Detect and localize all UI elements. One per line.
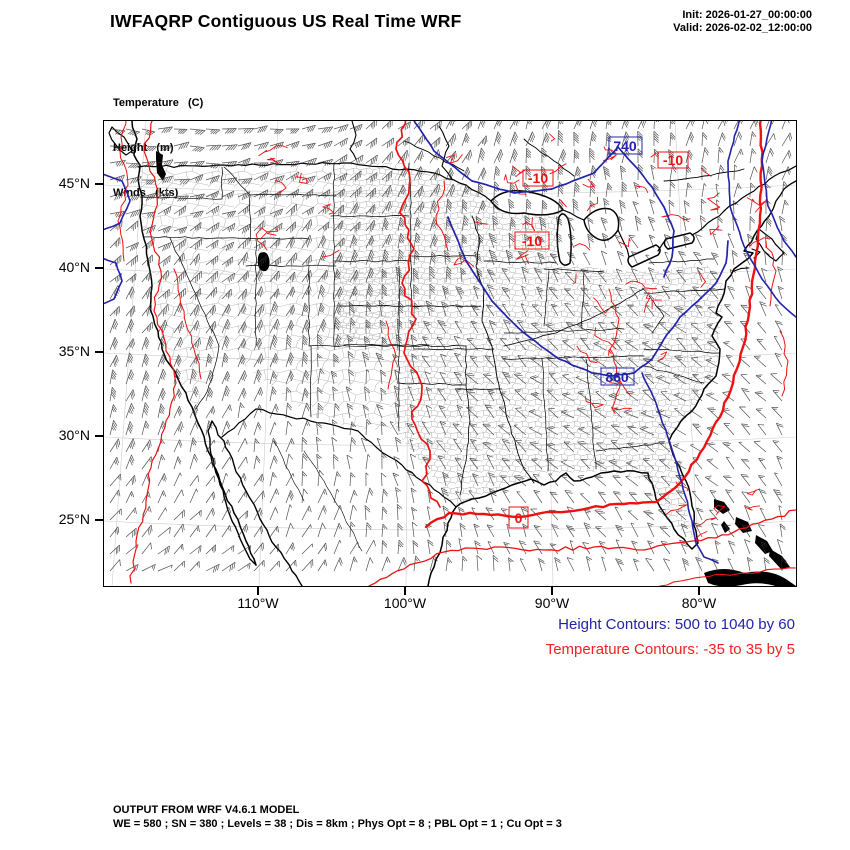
- legend-temperature: Temperature (C): [113, 97, 204, 109]
- temp-contour-label: 0: [515, 510, 523, 526]
- height-label-box: [608, 136, 643, 155]
- lon-tick: [698, 586, 700, 595]
- temp-label-box: [522, 169, 554, 187]
- temp-contour-label: -10: [663, 152, 683, 168]
- timestamp-block: Init: 2026-01-27_00:00:00 Valid: 2026-02…: [673, 9, 812, 35]
- temp-contour-label: -10: [528, 170, 548, 186]
- weather-map: 740 860 -10 -10 -10 0: [99, 113, 797, 589]
- lat-label-45n: 45°N: [58, 175, 90, 191]
- valid-time: Valid: 2026-02-02_12:00:00: [673, 22, 812, 34]
- temp-contour-label: -10: [522, 233, 542, 249]
- footer-config-line: WE = 580 ; SN = 380 ; Levels = 38 ; Dis …: [113, 818, 562, 830]
- lat-tick: [95, 435, 104, 437]
- page-title: IWFAQRP Contiguous US Real Time WRF: [110, 11, 462, 31]
- lat-label-25n: 25°N: [58, 511, 90, 527]
- lon-tick: [404, 586, 406, 595]
- contour-labels: 740 860 -10 -10 -10 0: [508, 136, 689, 529]
- temperature-contour-caption: Temperature Contours: -35 to 35 by 5: [545, 641, 795, 658]
- lat-label-40n: 40°N: [58, 259, 90, 275]
- height-contours: [99, 116, 797, 564]
- temp-label-box: [514, 231, 550, 250]
- temp-label-box: [657, 151, 689, 169]
- lat-tick: [95, 519, 104, 521]
- init-time: Init: 2026-01-27_00:00:00: [682, 9, 812, 21]
- lon-label-100w: 100°W: [383, 595, 427, 611]
- lat-tick: [95, 267, 104, 269]
- lon-label-80w: 80°W: [681, 595, 717, 611]
- footer-model-line: OUTPUT FROM WRF V4.6.1 MODEL: [113, 804, 300, 816]
- contour-caption-block: Height Contours: 500 to 1040 by 60 Tempe…: [546, 612, 795, 662]
- lat-label-35n: 35°N: [58, 343, 90, 359]
- height-contour-label: 740: [613, 138, 637, 154]
- lon-label-110w: 110°W: [237, 595, 279, 611]
- lon-tick: [257, 586, 259, 595]
- height-label-box: [600, 367, 635, 386]
- lon-tick: [551, 586, 553, 595]
- lat-tick: [95, 183, 104, 185]
- lat-label-30n: 30°N: [58, 427, 90, 443]
- lon-label-90w: 90°W: [534, 595, 570, 611]
- model-footer: OUTPUT FROM WRF V4.6.1 MODEL WE = 580 ; …: [113, 803, 562, 831]
- height-contour-caption: Height Contours: 500 to 1040 by 60: [558, 616, 795, 633]
- height-contour-label: 860: [605, 369, 629, 385]
- map-panel: 740 860 -10 -10 -10 0: [99, 113, 797, 589]
- temp-label-box: [508, 506, 529, 529]
- lat-tick: [95, 351, 104, 353]
